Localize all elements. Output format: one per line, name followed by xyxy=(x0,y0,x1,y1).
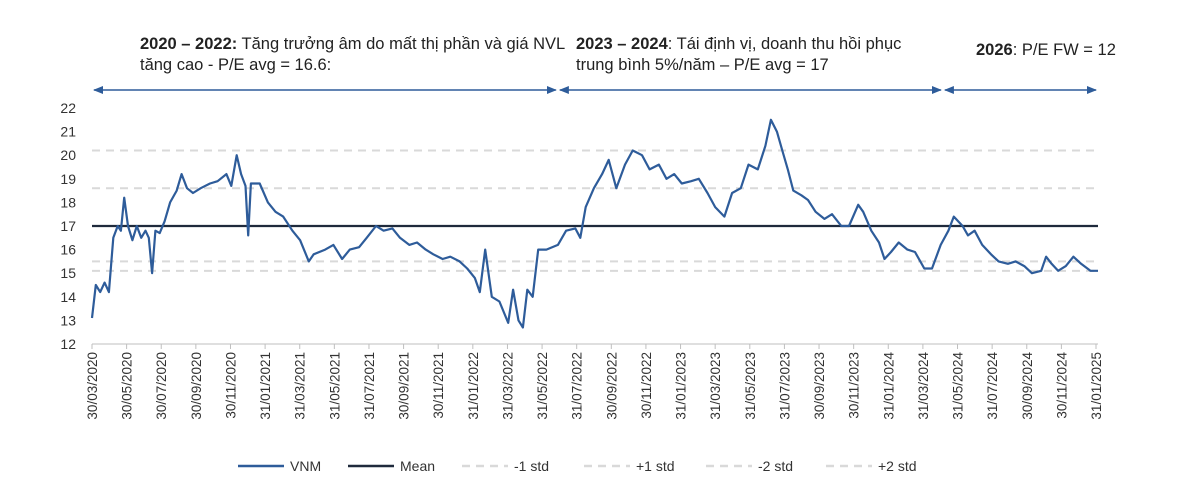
series-line-vnm xyxy=(90,118,1098,329)
annotation-2020-2022-bold: 2020 – 2022: xyxy=(140,35,238,53)
legend-label-1: Mean xyxy=(400,458,435,474)
x-tick-label: 30/09/2023 xyxy=(812,352,827,420)
x-tick-label: 30/09/2024 xyxy=(1020,352,1035,420)
annotation-2020-2022-text: Tăng trưởng âm do mất thị phần và giá NV… xyxy=(140,35,565,74)
y-tick-label-15: 15 xyxy=(60,265,76,281)
x-tick-label: 31/01/2023 xyxy=(674,352,689,420)
y-tick-label-22: 22 xyxy=(60,100,76,116)
x-tick-label: 31/01/2022 xyxy=(466,352,481,420)
y-tick-label-17: 17 xyxy=(60,218,76,234)
x-tick-label: 31/07/2023 xyxy=(777,352,792,420)
legend-label-2: -1 std xyxy=(514,458,549,474)
y-tick-label-14: 14 xyxy=(60,289,76,305)
annotation-2023-2024-bold: 2023 – 2024 xyxy=(576,35,668,53)
legend-label-4: -2 std xyxy=(758,458,793,474)
annotation-2020-2022: 2020 – 2022: Tăng trưởng âm do mất thị p… xyxy=(140,34,565,76)
x-tick-label: 31/03/2024 xyxy=(916,352,931,420)
x-tick-label: 30/11/2024 xyxy=(1054,352,1069,419)
x-tick-label: 31/07/2024 xyxy=(985,352,1000,420)
y-tick-label-12: 12 xyxy=(60,336,76,352)
x-tick-label: 31/03/2023 xyxy=(708,352,723,420)
legend-label-0: VNM xyxy=(290,458,321,474)
x-tick-label: 30/11/2020 xyxy=(223,352,238,419)
annotation-2026-text: : P/E FW = 12 xyxy=(1012,41,1116,59)
x-tick-label: 30/09/2020 xyxy=(189,352,204,420)
x-tick-label: 31/01/2025 xyxy=(1089,352,1104,420)
x-tick-label: 30/09/2021 xyxy=(397,352,412,420)
legend-label-3: +1 std xyxy=(636,458,675,474)
annotation-2026: 2026: P/E FW = 12 xyxy=(976,40,1116,61)
y-tick-label-19: 19 xyxy=(60,171,76,187)
x-tick-label: 30/11/2021 xyxy=(431,352,446,419)
y-tick-label-21: 21 xyxy=(60,124,76,140)
x-tick-label: 30/03/2020 xyxy=(85,352,100,420)
x-tick-label: 30/11/2022 xyxy=(639,352,654,419)
x-tick-label: 31/07/2021 xyxy=(362,352,377,420)
legend-label-5: +2 std xyxy=(878,458,917,474)
x-tick-label: 31/05/2023 xyxy=(743,352,758,420)
x-tick-label: 30/05/2020 xyxy=(120,352,135,420)
x-tick-label: 31/03/2021 xyxy=(293,352,308,420)
annotation-2026-bold: 2026 xyxy=(976,41,1013,59)
x-tick-label: 31/05/2021 xyxy=(327,352,342,420)
y-tick-label-20: 20 xyxy=(60,147,76,163)
annotation-2023-2024: 2023 – 2024: Tái định vị, doanh thu hồi … xyxy=(576,34,936,76)
y-tick-label-18: 18 xyxy=(60,194,76,210)
x-tick-label: 31/03/2022 xyxy=(500,352,515,420)
annotation-2023-2024-text: : Tái định vị, doanh thu hồi phục trung … xyxy=(576,35,902,74)
y-tick-label-16: 16 xyxy=(60,242,76,258)
y-tick-label-13: 13 xyxy=(60,312,76,328)
x-tick-label: 31/01/2021 xyxy=(258,352,273,420)
x-tick-label: 30/07/2020 xyxy=(154,352,169,420)
x-tick-label: 31/01/2024 xyxy=(881,352,896,420)
x-tick-label: 30/11/2023 xyxy=(847,352,862,419)
x-tick-label: 30/09/2022 xyxy=(604,352,619,420)
x-tick-label: 31/07/2022 xyxy=(570,352,585,420)
x-tick-label: 31/05/2022 xyxy=(535,352,550,420)
x-tick-label: 31/05/2024 xyxy=(951,352,966,420)
